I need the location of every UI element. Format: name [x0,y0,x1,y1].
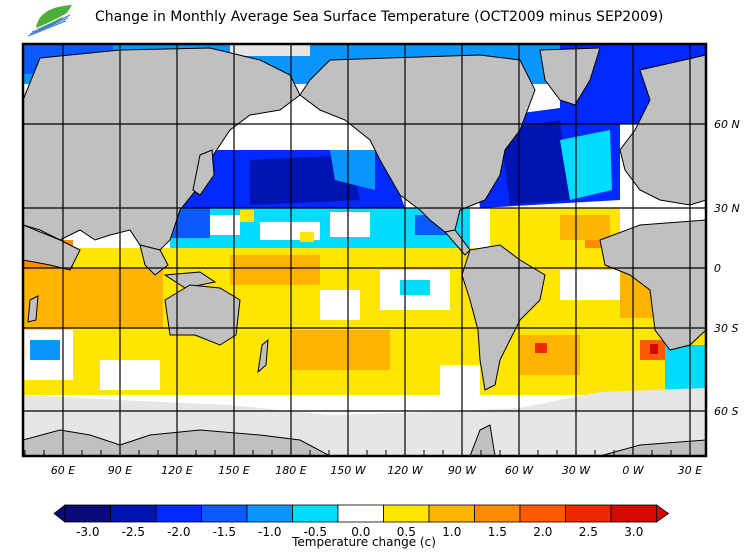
latitude-tick-label: 60 S [714,405,738,418]
latitude-tick-label: 60 N [714,118,740,131]
colorbar-tick-label: 0.5 [397,525,416,539]
anomaly-patch [30,340,60,360]
anomaly-patch [23,268,163,328]
colorbar-tick-label: -3.0 [76,525,99,539]
australia-landmass [164,284,241,346]
longitude-tick-label: 120 W [387,464,423,477]
anomaly-patch [250,155,360,205]
longitude-tick-label: 180 E [275,464,306,477]
colorbar-tick-label: 1.5 [488,525,507,539]
south-america-landmass [461,244,546,391]
longitude-tick-label: 90 E [108,464,132,477]
longitude-tick-label: 60 W [505,464,534,477]
antarctica-east-landmass [599,439,706,456]
colorbar-swatch [246,504,293,523]
new-zealand-landmass [257,338,269,374]
colorbar: -3.0 -2.5 -2.0 -1.5 -1.0 -0.5 0.0 0.5 1.0 1.5 2.0 2… [53,504,670,539]
map-frame [21,42,708,458]
colorbar-tick-label: 3.0 [624,525,643,539]
longitude-minor-ticks [24,450,691,456]
latitude-tick-label: 0 [714,262,721,275]
madagascar-landmass [27,295,39,323]
longitude-tick-label: 0 W [622,464,644,477]
anomaly-patch [520,335,580,375]
colorbar-tick-label: -2.5 [122,525,145,539]
anomaly-patch [535,343,547,353]
agency-logo [26,2,74,38]
anomaly-patch [330,150,375,190]
colorbar-tick-label: -1.5 [213,525,236,539]
colorbar-swatch [110,504,157,523]
colorbar-extend-max [656,504,670,523]
africa-landmass [599,219,706,351]
anomaly-patch [560,130,612,200]
land-layer [23,47,706,456]
colorbar-swatch [383,504,430,523]
colorbar-tick-label: 2.5 [579,525,598,539]
colorbar-tick-label: -1.0 [258,525,281,539]
sea-ice-patch [230,44,310,56]
anomaly-patch [230,255,320,285]
anomaly-patch [320,290,360,320]
longitude-tick-label: 60 E [51,464,75,477]
colorbar-swatch [610,504,657,523]
colorbar-swatch [474,504,521,523]
colorbar-tick-label: -0.5 [304,525,327,539]
chart-title: Change in Monthly Average Sea Surface Te… [95,9,664,25]
anomaly-patch [440,365,480,400]
anomaly-patch [100,360,160,390]
latitude-tick-label: 30 S [714,322,738,335]
arabia-india-landmass [23,224,81,271]
anomaly-patch [240,210,254,222]
longitude-labels: 60 E 90 E 120 E 150 E 180 E 150 W 120 W 90 W 60 … [51,464,702,477]
latitude-tick-label: 30 N [714,202,740,215]
anomaly-patch [560,270,620,300]
longitude-tick-label: 120 E [161,464,192,477]
colorbar-swatch [565,504,612,523]
antarctic-peninsula-landmass [469,424,496,456]
colorbar-title: Temperature change (c) [291,535,436,549]
anomaly-patch [500,120,570,205]
colorbar-swatch [519,504,566,523]
longitude-tick-label: 150 E [218,464,249,477]
colorbar-swatch [292,504,339,523]
anomaly-patch [300,232,314,242]
longitude-tick-label: 30 W [562,464,591,477]
colorbar-swatch [337,504,384,523]
colorbar-swatch [155,504,202,523]
anomaly-patch [400,280,430,295]
colorbar-tick-label: 1.0 [442,525,461,539]
colorbar-swatch [64,504,111,523]
europe-landmass [619,54,706,206]
longitude-tick-label: 90 W [448,464,477,477]
colorbar-tick-label: 2.0 [533,525,552,539]
anomaly-patch [560,215,610,240]
latitude-labels: 60 N 30 N 0 30 S 60 S [714,118,740,418]
anomaly-patch [665,345,705,395]
japan-landmass [192,149,215,196]
anomaly-patch [290,330,390,370]
colorbar-swatch [428,504,475,523]
colorbar-extend-min [53,504,66,523]
leaf-waves-logo-icon [27,5,72,37]
longitude-tick-label: 150 W [330,464,366,477]
map-field [23,44,706,456]
colorbar-swatch [201,504,248,523]
anomaly-patch [330,212,370,237]
colorbar-tick-label: 0.0 [351,525,370,539]
greenland-landmass [539,47,601,106]
colorbar-tick-label: -2.0 [167,525,190,539]
gridlines [23,44,706,456]
anomaly-patch [650,344,658,354]
longitude-tick-label: 30 E [678,464,702,477]
